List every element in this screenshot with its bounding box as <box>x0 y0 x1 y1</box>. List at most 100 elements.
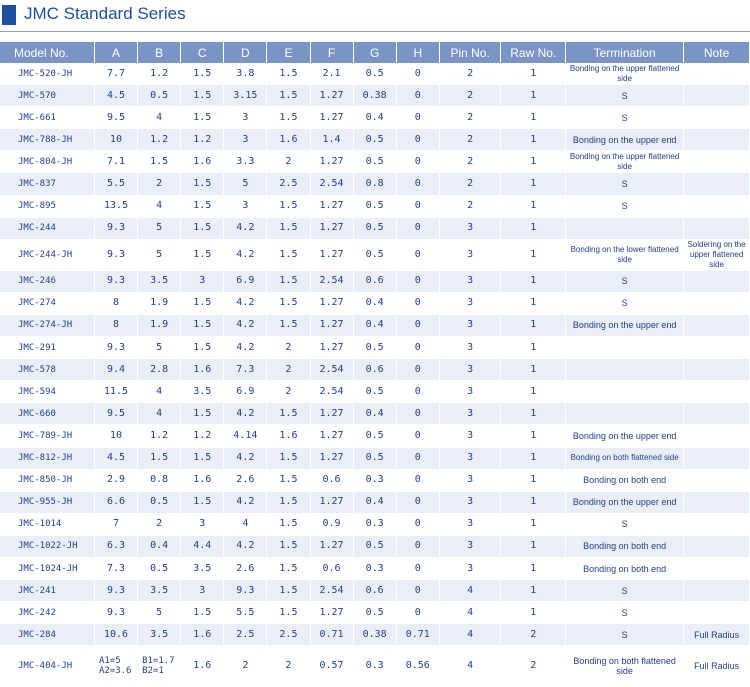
cell-f: 2.1 <box>310 63 354 86</box>
cell-a: 9.5 <box>94 402 139 426</box>
cell-h: 0 <box>396 557 440 581</box>
cell-e: 1.5 <box>266 270 311 293</box>
cell-a: 2.9 <box>94 469 139 492</box>
table-row: JMC-241 9.3 3.5 3 9.3 1.5 2.54 0.6 0 4 1 S <box>0 579 750 603</box>
cell-f: 1.27 <box>310 601 354 625</box>
cell-termination: S <box>565 513 685 536</box>
cell-termination: Bonding on both end <box>565 557 685 581</box>
table-row: JMC-804-JH 7.1 1.5 1.6 3.3 2 1.27 0.5 0 2 1 Bonding… <box>0 150 750 174</box>
cell-e: 1.5 <box>266 557 311 581</box>
cell-h: 0 <box>396 579 440 603</box>
cell-b: 0.5 <box>137 84 182 108</box>
cell-h: 0 <box>396 195 440 218</box>
cell-pin-no: 4 <box>439 579 502 603</box>
cell-e: 2 <box>266 645 311 687</box>
table-row: JMC-274-JH 8 1.9 1.5 4.2 1.5 1.27 0.4 0 3 1 Bonding… <box>0 314 750 338</box>
cell-c: 4.4 <box>180 535 225 558</box>
cell-g: 0.6 <box>353 579 397 603</box>
cell-pin-no: 2 <box>439 150 502 174</box>
table-row: JMC-244-JH 9.3 5 1.5 4.2 1.5 1.27 0.5 0 3 1 Bonding… <box>0 239 750 271</box>
cell-raw-no: 1 <box>500 292 567 315</box>
cell-f: 0.57 <box>310 645 354 687</box>
cell-raw-no: 1 <box>500 402 567 426</box>
cell-raw-no: 1 <box>500 84 567 108</box>
cell-d: 3 <box>223 106 268 130</box>
cell-raw-no: 1 <box>500 128 567 152</box>
cell-model: JMC-788-JH <box>0 128 95 152</box>
cell-c: 1.5 <box>180 314 225 338</box>
cell-termination: S <box>565 172 685 196</box>
cell-h: 0 <box>396 84 440 108</box>
cell-model: JMC-660 <box>0 402 95 426</box>
cell-a: 10.6 <box>94 623 139 647</box>
cell-a: 7.3 <box>94 557 139 581</box>
cell-note <box>683 63 750 86</box>
cell-f: 0.9 <box>310 513 354 536</box>
cell-d: 4.2 <box>223 314 268 338</box>
cell-b: 1.9 <box>137 292 182 315</box>
cell-e: 1.5 <box>266 84 311 108</box>
cell-b: 4 <box>137 195 182 218</box>
cell-model: JMC-274-JH <box>0 314 95 338</box>
cell-a: 9.3 <box>94 270 139 293</box>
cell-d: 4.2 <box>223 402 268 426</box>
cell-f: 1.27 <box>310 195 354 218</box>
cell-h: 0 <box>396 217 440 240</box>
cell-h: 0 <box>396 601 440 625</box>
cell-g: 0.5 <box>353 128 397 152</box>
cell-a: 7.1 <box>94 150 139 174</box>
cell-model: JMC-812-JH <box>0 447 95 470</box>
cell-g: 0.3 <box>353 645 397 687</box>
cell-raw-no: 1 <box>500 447 567 470</box>
cell-c: 3 <box>180 270 225 293</box>
cell-note <box>683 491 750 514</box>
cell-c: 3 <box>180 513 225 536</box>
cell-model: JMC-284 <box>0 623 95 647</box>
cell-e: 1.6 <box>266 128 311 152</box>
cell-e: 1.5 <box>266 447 311 470</box>
cell-f: 1.27 <box>310 239 354 271</box>
cell-note <box>683 380 750 404</box>
cell-raw-no: 1 <box>500 336 567 360</box>
cell-d: 3.8 <box>223 63 268 86</box>
cell-termination: Bonding on both end <box>565 469 685 492</box>
cell-note <box>683 424 750 448</box>
table-row: JMC-291 9.3 5 1.5 4.2 2 1.27 0.5 0 3 1 <box>0 336 750 360</box>
cell-termination: S <box>565 601 685 625</box>
table-row: JMC-520-JH 7.7 1.2 1.5 3.8 1.5 2.1 0.5 0 2 1 Bondin… <box>0 63 750 86</box>
cell-raw-no: 1 <box>500 601 567 625</box>
cell-c: 1.5 <box>180 336 225 360</box>
cell-model: JMC-291 <box>0 336 95 360</box>
cell-c: 1.5 <box>180 239 225 271</box>
cell-d: 6.9 <box>223 270 268 293</box>
cell-f: 2.54 <box>310 172 354 196</box>
cell-c: 1.5 <box>180 217 225 240</box>
cell-c: 1.6 <box>180 150 225 174</box>
cell-e: 1.5 <box>266 63 311 86</box>
cell-termination: Bonding on both flattened side <box>565 447 685 470</box>
cell-h: 0 <box>396 106 440 130</box>
cell-termination: Bonding on both end <box>565 535 685 558</box>
cell-pin-no: 4 <box>439 623 502 647</box>
cell-g: 0.5 <box>353 424 397 448</box>
cell-f: 0.6 <box>310 469 354 492</box>
table-row: JMC-274 8 1.9 1.5 4.2 1.5 1.27 0.4 0 3 1 S <box>0 292 750 315</box>
cell-c: 1.5 <box>180 63 225 86</box>
cell-f: 1.27 <box>310 535 354 558</box>
table-row: JMC-578 9.4 2.8 1.6 7.3 2 2.54 0.6 0 3 1 <box>0 358 750 382</box>
cell-g: 0.8 <box>353 172 397 196</box>
cell-model: JMC-578 <box>0 358 95 382</box>
cell-termination: Bonding on the upper end <box>565 128 685 152</box>
cell-termination: S <box>565 270 685 293</box>
cell-c: 1.5 <box>180 195 225 218</box>
cell-b: 4 <box>137 106 182 130</box>
cell-d: 5 <box>223 172 268 196</box>
cell-f: 0.6 <box>310 557 354 581</box>
cell-h: 0 <box>396 380 440 404</box>
cell-pin-no: 3 <box>439 402 502 426</box>
cell-raw-no: 1 <box>500 535 567 558</box>
cell-d: 2.6 <box>223 557 268 581</box>
column-header-note: Note <box>683 42 750 63</box>
cell-model: JMC-895 <box>0 195 95 218</box>
cell-b: 1.2 <box>137 424 182 448</box>
